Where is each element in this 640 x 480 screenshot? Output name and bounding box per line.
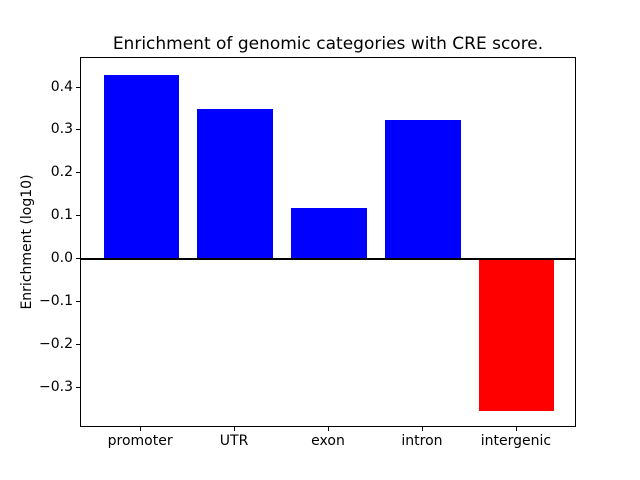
y-tick-label: 0.3 [50, 121, 73, 138]
x-tick-label-promoter: promoter [107, 433, 173, 449]
x-tick-mark [140, 427, 142, 431]
x-tick-mark [515, 427, 517, 431]
x-tick-mark [328, 427, 329, 431]
bar-intron [385, 119, 461, 260]
y-tick-label: 0.4 [50, 78, 73, 95]
bar-UTR [197, 109, 273, 260]
y-axis-label: Enrichment (log10) [19, 174, 35, 310]
plot-area [80, 57, 576, 427]
bar-intergenic [479, 259, 555, 412]
y-tick-label: 0.1 [50, 207, 73, 224]
y-tick-mark [76, 343, 80, 345]
y-tick-mark [76, 386, 80, 388]
y-tick-mark [76, 258, 80, 260]
y-tick-mark [76, 129, 80, 131]
zero-line [81, 258, 575, 261]
x-tick-mark [421, 427, 423, 431]
bar-promoter [103, 74, 179, 260]
x-tick-label-UTR: UTR [219, 433, 249, 449]
x-tick-mark [234, 427, 236, 431]
y-tick-mark [76, 172, 80, 174]
y-tick-mark [76, 86, 80, 88]
x-tick-label-intergenic: intergenic [480, 433, 552, 449]
x-tick-label-intron: intron [401, 433, 443, 449]
y-tick-label: 0.2 [50, 164, 73, 181]
y-tick-label: 0.0 [50, 250, 73, 267]
chart-title: Enrichment of genomic categories with CR… [112, 34, 544, 54]
y-tick-mark [76, 215, 80, 217]
x-tick-label-exon: exon [311, 433, 345, 449]
bar-exon [291, 207, 367, 260]
y-tick-mark [76, 300, 80, 302]
y-tick-label: −0.2 [39, 335, 73, 352]
y-tick-label: −0.3 [39, 378, 73, 395]
y-tick-label: −0.1 [39, 292, 73, 309]
